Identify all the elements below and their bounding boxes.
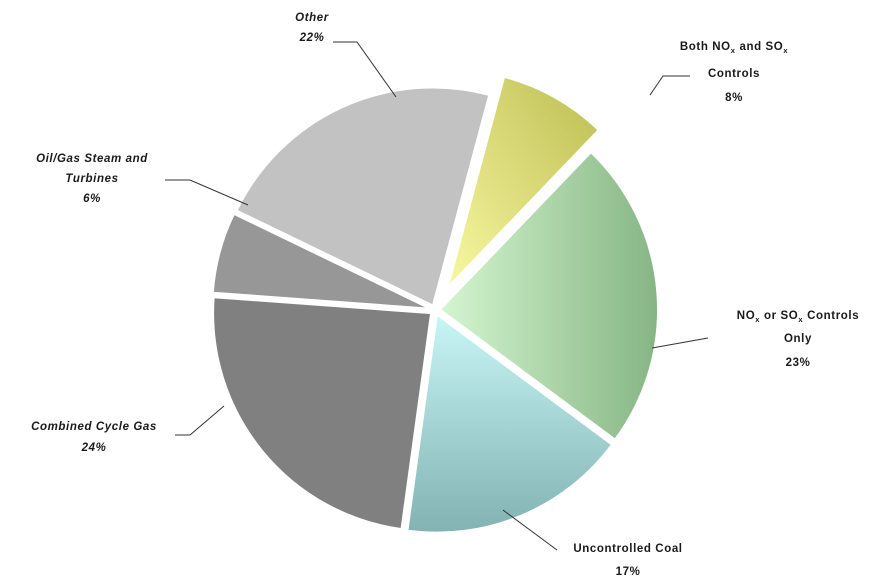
label-ccgas-name: Combined Cycle Gas bbox=[31, 421, 157, 433]
label-nox-or-sox: NOx or SOx Controls Only 23% bbox=[737, 310, 859, 369]
label-nox-or-sox-line2: Only bbox=[784, 333, 812, 345]
label-oilgas-line1: Oil/Gas Steam and bbox=[36, 153, 148, 165]
pie-slice-oilgas bbox=[211, 212, 431, 310]
label-other: Other 22% bbox=[295, 12, 329, 44]
label-other-pct: 22% bbox=[299, 32, 325, 44]
pie-slice-ccgas bbox=[212, 296, 433, 531]
leader-lines bbox=[165, 41, 709, 551]
label-uncontrolled-name: Uncontrolled Coal bbox=[573, 543, 682, 555]
label-oilgas-pct: 6% bbox=[83, 193, 101, 205]
label-nox-or-sox-line1: NOx or SOx Controls bbox=[737, 310, 859, 324]
label-uncontrolled: Uncontrolled Coal 17% bbox=[573, 543, 682, 578]
label-other-name: Other bbox=[295, 12, 329, 24]
label-ccgas-pct: 24% bbox=[81, 442, 107, 454]
label-both-line2: Controls bbox=[708, 68, 760, 80]
label-ccgas: Combined Cycle Gas 24% bbox=[31, 421, 157, 454]
label-oilgas-line2: Turbines bbox=[65, 173, 118, 185]
label-oilgas: Oil/Gas Steam and Turbines 6% bbox=[36, 153, 148, 205]
leader-line-both bbox=[649, 75, 690, 96]
pie-slice-uncontrolled bbox=[406, 312, 614, 534]
label-nox-or-sox-pct: 23% bbox=[786, 357, 811, 369]
pie-slices bbox=[211, 75, 659, 534]
label-both-line1: Both NOx and SOx bbox=[680, 41, 788, 55]
leader-line-uncontrolled bbox=[502, 509, 558, 551]
pie-slice-other bbox=[235, 86, 491, 307]
pie-slice-nox-or-sox bbox=[438, 150, 659, 441]
leader-line-ccgas bbox=[175, 405, 225, 436]
label-both-pct: 8% bbox=[725, 92, 743, 104]
leader-line-nox-or-sox bbox=[651, 337, 709, 349]
leader-line-other bbox=[333, 41, 397, 98]
label-both: Both NOx and SOx Controls 8% bbox=[680, 41, 788, 104]
label-uncontrolled-pct: 17% bbox=[616, 566, 641, 578]
pie-slice-both bbox=[446, 75, 601, 288]
leader-line-oilgas bbox=[165, 179, 249, 206]
